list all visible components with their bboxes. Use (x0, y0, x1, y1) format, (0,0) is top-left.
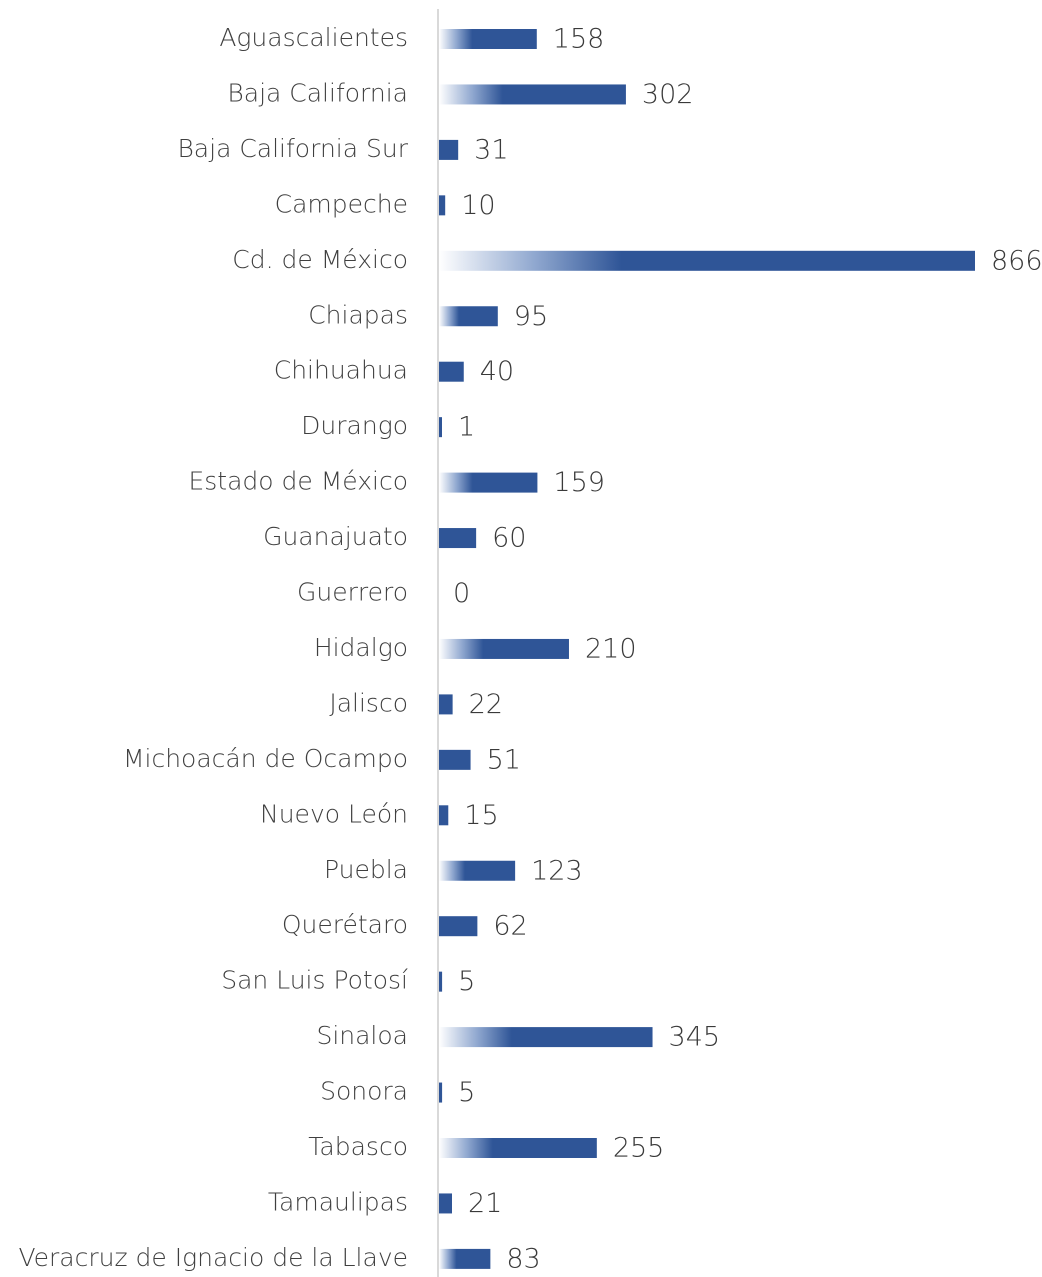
category-label: Tamaulipas (268, 1187, 408, 1216)
data-label: 31 (474, 134, 508, 165)
bar (439, 417, 442, 438)
category-label: Baja California Sur (177, 134, 408, 163)
bar (439, 1027, 653, 1048)
bar (439, 1248, 491, 1269)
bar (439, 805, 449, 826)
data-label: 10 (461, 190, 495, 221)
category-label: Baja California (227, 78, 408, 107)
data-label: 40 (480, 356, 514, 387)
bar (439, 195, 446, 216)
bar (439, 1138, 597, 1158)
category-label: Estado de México (188, 467, 408, 496)
category-label: Sonora (320, 1077, 408, 1106)
data-label: 1 (458, 412, 475, 443)
data-label: 60 (492, 523, 526, 554)
category-label: Aguascalientes (219, 23, 408, 52)
bar (439, 29, 537, 49)
data-label: 95 (514, 301, 548, 332)
category-label: Cd. de México (232, 245, 408, 274)
category-label: Nuevo León (260, 799, 408, 828)
data-label: 345 (669, 1022, 721, 1053)
bar (439, 1193, 452, 1214)
data-label: 22 (469, 689, 503, 720)
data-label: 866 (991, 245, 1042, 276)
category-label: Puebla (324, 855, 408, 884)
category-label: Chihuahua (274, 356, 408, 385)
data-label: 5 (458, 1077, 475, 1108)
data-label: 302 (642, 79, 694, 110)
data-label: 21 (468, 1188, 502, 1219)
bar (439, 472, 538, 493)
data-label: 15 (464, 800, 498, 831)
data-label: 255 (613, 1133, 665, 1164)
category-label: Durango (301, 411, 408, 440)
data-label: 158 (553, 24, 605, 55)
data-label: 0 (453, 578, 470, 609)
category-label: Hidalgo (314, 633, 408, 662)
bar (439, 84, 626, 105)
data-label: 159 (553, 467, 605, 498)
bar (439, 1082, 443, 1103)
bar (439, 694, 453, 715)
bar (439, 528, 477, 549)
category-label: Chiapas (308, 300, 408, 329)
bar (439, 971, 443, 992)
data-label: 83 (506, 1243, 540, 1274)
category-label: Campeche (275, 189, 408, 218)
category-label: Tabasco (308, 1132, 408, 1161)
bar (439, 860, 516, 881)
data-label: 62 (493, 911, 527, 942)
bar (439, 306, 498, 327)
category-label: Sinaloa (316, 1021, 408, 1050)
data-label: 210 (585, 633, 637, 664)
category-label: Guerrero (297, 578, 408, 607)
bar (439, 361, 464, 382)
category-label: San Luis Potosí (221, 966, 408, 995)
category-label: Veracruz de Ignacio de la Llave (18, 1243, 408, 1272)
data-label: 123 (531, 855, 583, 886)
bar (439, 139, 459, 160)
category-label: Jalisco (329, 688, 408, 717)
category-label: Guanajuato (263, 522, 408, 551)
bar (439, 250, 975, 271)
data-label: 5 (458, 966, 475, 997)
category-label: Querétaro (282, 910, 408, 939)
bar (439, 916, 478, 937)
bar (439, 749, 471, 770)
data-label: 51 (487, 744, 521, 775)
category-label: Michoacán de Ocampo (123, 744, 408, 773)
bar (439, 638, 569, 659)
